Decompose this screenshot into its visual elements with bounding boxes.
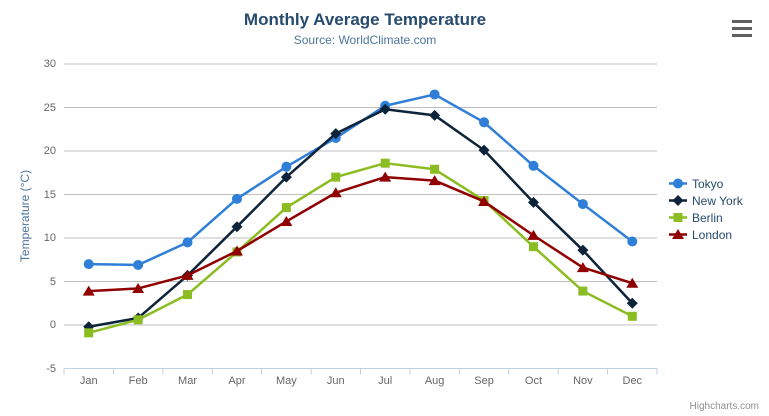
y-axis-label: 0 [49, 319, 56, 331]
data-point[interactable] [577, 244, 589, 256]
y-axis-label: 20 [43, 145, 56, 157]
legend-label: Berlin [692, 210, 723, 225]
x-axis-label: Feb [128, 375, 148, 387]
data-point[interactable] [527, 229, 540, 240]
data-point[interactable] [133, 259, 144, 270]
x-axis-label: Jan [79, 375, 98, 387]
legend-label: London [692, 227, 733, 242]
data-point[interactable] [183, 290, 193, 300]
data-point[interactable] [329, 187, 342, 198]
hamburger-bar [732, 20, 752, 23]
y-axis-label: 25 [43, 101, 56, 114]
data-point[interactable] [83, 259, 94, 270]
data-point[interactable] [230, 245, 243, 256]
data-point[interactable] [330, 128, 342, 140]
hamburger-bar [732, 34, 752, 37]
series-line-berlin [88, 161, 633, 335]
data-point[interactable] [231, 221, 243, 233]
data-point[interactable] [527, 196, 539, 208]
data-point[interactable] [82, 285, 95, 296]
legend-item-tokyo[interactable]: Tokyo [669, 175, 743, 192]
data-point[interactable] [576, 262, 589, 273]
x-axis-label: Sep [474, 375, 494, 387]
legend-item-london[interactable]: London [669, 226, 743, 243]
data-point[interactable] [429, 89, 440, 100]
data-point[interactable] [577, 199, 588, 210]
legend-item-berlin[interactable]: Berlin [669, 209, 743, 226]
x-axis-label: Oct [524, 375, 543, 387]
data-point[interactable] [627, 236, 638, 247]
hamburger-bar [732, 27, 752, 30]
x-axis-label: Jun [326, 375, 345, 387]
x-axis-label: Dec [622, 375, 643, 387]
data-point[interactable] [280, 171, 292, 183]
data-point[interactable] [379, 103, 391, 115]
data-point[interactable] [478, 195, 491, 206]
data-point[interactable] [626, 297, 638, 309]
credits-link[interactable]: Highcharts.com [689, 401, 759, 412]
data-point[interactable] [528, 160, 539, 171]
data-point[interactable] [430, 164, 440, 174]
legend-label: New York [692, 193, 743, 208]
chart-title: Monthly Average Temperature [243, 10, 487, 29]
hamburger-icon[interactable] [732, 20, 754, 37]
data-point[interactable] [627, 311, 637, 321]
data-point[interactable] [479, 117, 490, 128]
series-line-new-york [88, 107, 634, 328]
x-axis-label: Apr [228, 375, 246, 387]
chart-subtitle: Source: WorldClimate.com [293, 33, 437, 47]
x-axis-label: Aug [424, 375, 445, 387]
data-point[interactable] [280, 215, 293, 226]
y-axis-label: 30 [43, 58, 56, 70]
series-line-london [88, 175, 633, 293]
x-axis-label: Mar [178, 375, 197, 387]
x-axis-label: Nov [573, 375, 593, 387]
legend-item-new-york[interactable]: New York [669, 192, 743, 209]
data-point[interactable] [428, 175, 441, 186]
y-axis-label: -5 [46, 362, 56, 375]
legend: Tokyo New York Berlin London [669, 175, 743, 243]
square-marker-icon [669, 213, 687, 222]
data-point[interactable] [528, 242, 538, 252]
y-axis-label: 10 [43, 232, 56, 244]
data-point[interactable] [578, 286, 588, 296]
data-point[interactable] [281, 203, 291, 213]
data-point[interactable] [281, 161, 292, 172]
diamond-marker-icon [669, 195, 687, 206]
data-point[interactable] [181, 269, 194, 280]
data-point[interactable] [380, 158, 390, 168]
data-point[interactable] [182, 237, 193, 248]
legend-label: Tokyo [692, 176, 724, 191]
data-point[interactable] [84, 328, 94, 338]
y-axis-label: 15 [43, 188, 56, 201]
data-point[interactable] [133, 315, 143, 325]
data-point[interactable] [429, 109, 441, 121]
data-point[interactable] [478, 144, 490, 156]
data-point[interactable] [379, 171, 392, 182]
data-point[interactable] [331, 172, 341, 182]
data-point[interactable] [626, 277, 639, 288]
data-point[interactable] [231, 193, 242, 204]
x-axis-label: May [275, 375, 297, 387]
data-point[interactable] [132, 282, 145, 293]
triangle-marker-icon [669, 229, 687, 239]
x-axis-label: Jul [378, 375, 393, 387]
circle-marker-icon [669, 178, 687, 189]
y-axis-label: 5 [49, 275, 56, 288]
